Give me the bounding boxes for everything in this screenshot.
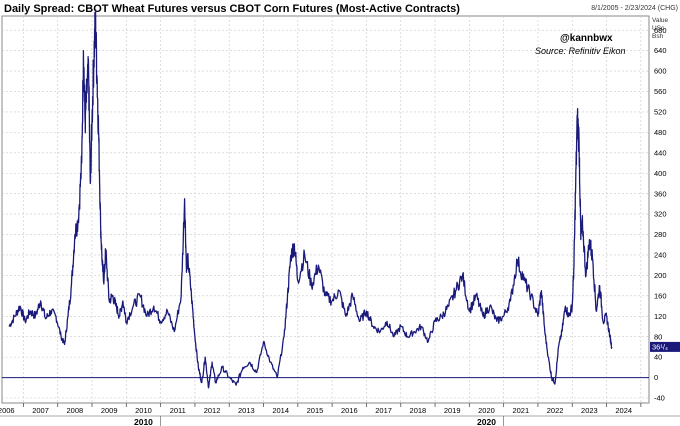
last-value-box xyxy=(650,341,680,352)
decade-labels: 200020102020 xyxy=(134,416,504,426)
x-tick-label: 2019 xyxy=(444,406,461,415)
x-tick-label: 2015 xyxy=(307,406,324,415)
y-tick-label: 80 xyxy=(654,332,662,341)
y-axis: Value USc Bsh -40 0 40 80 120 160 200 240 280 320… xyxy=(652,17,669,403)
decade-label: 2020 xyxy=(477,417,496,426)
x-tick-label: 2020 xyxy=(478,406,495,415)
x-tick-label: 2016 xyxy=(341,406,358,415)
y-tick-label: 280 xyxy=(654,230,667,239)
y-tick-label: 480 xyxy=(654,128,667,137)
x-tick-label: 2024 xyxy=(615,406,632,415)
plot-border xyxy=(1,15,650,404)
y-tick-label: 360 xyxy=(654,189,667,198)
y-unit-line-value: Value xyxy=(652,17,669,24)
y-tick-label: 400 xyxy=(654,169,667,178)
x-tick-label: 2018 xyxy=(410,406,427,415)
series-line-wheat-corn-spread xyxy=(8,9,613,389)
y-tick-label: 600 xyxy=(654,67,667,76)
x-tick-label: 2021 xyxy=(512,406,529,415)
y-tick-label: -40 xyxy=(654,394,665,403)
y-tick-label: 680 xyxy=(654,26,667,35)
y-tick-label: 200 xyxy=(654,271,667,280)
x-tick-label: 2022 xyxy=(547,406,564,415)
y-tick-label: 560 xyxy=(654,87,667,96)
x-tick-label: 2023 xyxy=(581,406,598,415)
x-tick-label: 2006 xyxy=(0,406,15,415)
x-tick-label: 2017 xyxy=(375,406,392,415)
y-tick-label: 40 xyxy=(654,353,662,362)
y-tick-label: 520 xyxy=(654,108,667,117)
x-tick-label: 2014 xyxy=(272,406,289,415)
x-tick-label: 2008 xyxy=(67,406,84,415)
decade-label: 2010 xyxy=(134,417,153,426)
x-tick-labels: 2006 2007 2008 2009 2010 2011 2012 2013 2014 2015… xyxy=(0,403,680,417)
y-tick-label: 440 xyxy=(654,148,667,157)
y-tick-label: 0 xyxy=(654,373,658,382)
x-tick-label: 2007 xyxy=(32,406,49,415)
y-tick-label: 120 xyxy=(654,312,667,321)
last-value-label: 36¹/₄ xyxy=(652,343,668,352)
author-handle: @kannbwx xyxy=(560,33,613,44)
x-tick-label: 2011 xyxy=(170,406,186,415)
chart-title: Daily Spread: CBOT Wheat Futures versus … xyxy=(4,3,460,15)
y-tick-label: 160 xyxy=(654,291,667,300)
x-tick-label: 2013 xyxy=(238,406,255,415)
x-tick-label: 2009 xyxy=(101,406,118,415)
plot-area xyxy=(1,9,650,404)
last-value-marker: 36¹/₄ xyxy=(650,341,680,352)
x-tick-label: 2010 xyxy=(135,406,152,415)
y-tick-label: 240 xyxy=(654,251,667,260)
y-tick-labels: -40 0 40 80 120 160 200 240 280 320 360 400 440 480 52… xyxy=(654,26,667,403)
y-tick-label: 640 xyxy=(654,46,667,55)
y-unit-line-bsh: Bsh xyxy=(652,33,664,40)
grid xyxy=(2,16,649,403)
date-range: 8/1/2005 - 2/23/2024 (CHG) xyxy=(591,5,678,12)
x-tick-label: 2012 xyxy=(204,406,221,415)
source-note: Source: Refinitiv Eikon xyxy=(535,46,626,56)
y-unit-line-usc: USc xyxy=(652,25,665,32)
y-tick-label: 320 xyxy=(654,210,667,219)
x-axis: 2006 2007 2008 2009 2010 2011 2012 2013 2014 2015… xyxy=(0,403,680,426)
